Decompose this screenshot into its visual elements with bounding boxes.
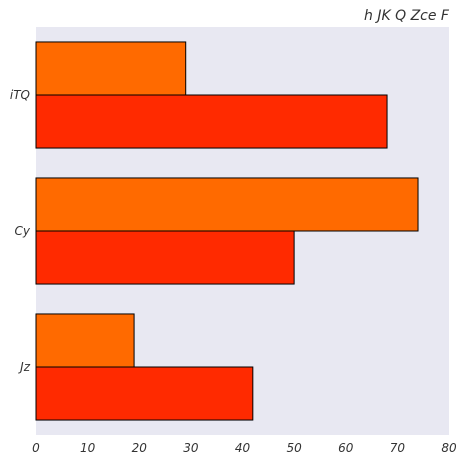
y-tick-label: Jz: [18, 360, 31, 374]
y-tick-label: iTQ: [10, 88, 30, 102]
bars-group: [35, 41, 419, 421]
y-tick-labels: iTQ Cy Jz: [10, 88, 31, 374]
x-tick-label: 50: [286, 441, 302, 455]
bar-iTQ-series-2: [35, 94, 388, 149]
chart-title: h JK Q Zce F: [364, 8, 450, 24]
bar-Cy-series-2: [35, 230, 295, 285]
x-tick-label: 70: [390, 441, 406, 455]
x-tick-label: 40: [235, 441, 251, 455]
x-tick-label: 10: [80, 441, 96, 455]
bar-Cy-series-1: [35, 177, 419, 232]
bar-Jz-series-1: [35, 313, 135, 368]
y-tick-label: Cy: [15, 224, 31, 238]
x-tick-label: 30: [183, 441, 199, 455]
bar-Jz-series-2: [35, 366, 254, 421]
x-tick-label: 60: [338, 441, 354, 455]
x-tick-label: 20: [132, 441, 148, 455]
x-tick-label: 80: [441, 441, 457, 455]
x-tick-labels: 0 10 20 30 40 50 60 70 80: [32, 441, 457, 455]
x-tick-label: 0: [32, 441, 40, 455]
bar-iTQ-series-1: [35, 41, 187, 96]
